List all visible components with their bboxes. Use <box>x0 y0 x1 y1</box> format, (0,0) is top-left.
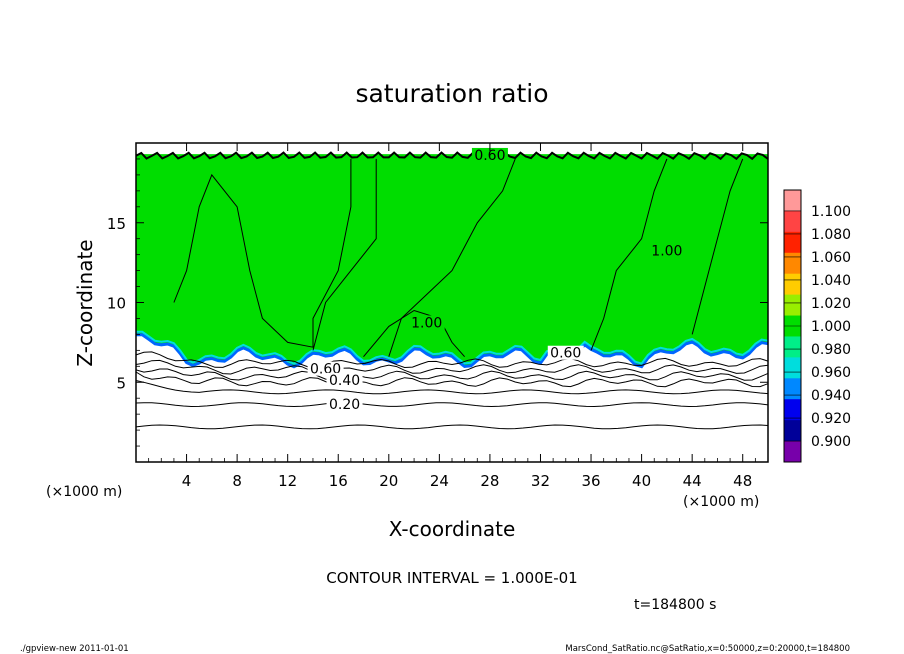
contour-label: 0.60 <box>550 346 581 362</box>
chart-title: saturation ratio <box>355 79 548 108</box>
colorbar-label: 1.000 <box>811 319 851 335</box>
contour-line <box>135 351 769 369</box>
contour-label: 0.20 <box>329 397 360 413</box>
x-tick-label-6: 28 <box>480 472 499 490</box>
colorbar-label: 1.040 <box>811 273 851 289</box>
x-tick-label-11: 48 <box>733 472 752 490</box>
contour-label: 1.00 <box>411 315 442 331</box>
contour-label-bg <box>648 243 685 258</box>
x-axis-title: X-coordinate <box>389 517 516 541</box>
x-tick-label-4: 20 <box>379 472 398 490</box>
colorbar-swatch <box>784 399 801 421</box>
contour-line-inner <box>173 158 352 348</box>
colorbar-swatch <box>784 273 801 296</box>
contour-line <box>135 424 769 430</box>
contour-line-inner <box>691 158 744 335</box>
contour-label-bg <box>326 372 363 387</box>
contour-line-inner <box>363 309 465 358</box>
footer-left: ./gpview-new 2011-01-01 <box>20 644 129 654</box>
contour-label: 0.60 <box>474 148 505 164</box>
colorbar-swatch <box>784 357 801 379</box>
contour-label-bg <box>307 361 344 376</box>
undersaturated-fringe <box>136 333 769 369</box>
colorbar-swatch <box>784 378 801 400</box>
contour-label-bg <box>326 396 363 411</box>
x-tick-label-7: 32 <box>531 472 550 490</box>
x-tick-label-10: 44 <box>683 472 702 490</box>
colorbar-swatch <box>784 190 801 212</box>
contour-label-bg <box>408 315 445 330</box>
y-tick-label-0: 5 <box>116 374 126 392</box>
contour-label: 0.40 <box>329 373 360 389</box>
contour-lines <box>135 151 769 430</box>
x-tick-label-2: 12 <box>278 472 297 490</box>
contour-line <box>135 359 769 375</box>
contour-labels: 0.600.400.200.601.000.601.00 <box>307 147 685 413</box>
contour-label: 1.00 <box>651 244 682 260</box>
colorbar-label: 0.900 <box>811 434 851 450</box>
x-unit-label: (×1000 m) <box>683 494 759 510</box>
contour-label-bg <box>471 147 508 162</box>
footer-right: MarsCond_SatRatio.nc@SatRatio,x=0:50000,… <box>565 644 850 654</box>
x-tick-label-8: 36 <box>581 472 600 490</box>
saturated-region <box>136 154 768 368</box>
colorbar-label: 0.980 <box>811 342 851 358</box>
y-tick-label-2: 15 <box>107 215 126 233</box>
x-tick-label-9: 40 <box>632 472 651 490</box>
colorbar-swatch <box>784 420 801 442</box>
colorbar-label: 1.100 <box>811 204 851 220</box>
contour-label-bg <box>547 345 584 360</box>
x-tick-label-0: 4 <box>182 472 192 490</box>
contour-line <box>135 380 769 395</box>
contour-line <box>135 368 769 381</box>
x-axis: 4 8 12 16 20 24 28 32 36 40 44 48 <box>148 143 756 490</box>
colorbar-label: 1.080 <box>811 227 851 243</box>
time-label: t=184800 s <box>634 597 716 613</box>
cyan-fringe <box>136 330 769 365</box>
contour-line <box>135 371 769 388</box>
colorbar-swatch <box>784 294 801 317</box>
colorbar-label: 1.020 <box>811 296 851 312</box>
colorbar-swatch <box>784 252 801 275</box>
y-axis: 5 10 15 <box>107 158 768 447</box>
colorbar-swatch <box>784 231 801 254</box>
x-tick-label-1: 8 <box>232 472 242 490</box>
colorbar-label: 0.920 <box>811 411 851 427</box>
contour-line <box>135 402 769 408</box>
colorbar-swatch <box>784 210 801 233</box>
colorbar-label: 0.960 <box>811 365 851 381</box>
colorbar: 1.100 1.080 1.060 1.040 1.020 1.000 0.980 0.960… <box>783 189 851 463</box>
colorbar-swatch <box>784 441 801 463</box>
y-unit-label: (×1000 m) <box>46 484 122 500</box>
plot-area: 0.600.400.200.601.000.601.00 <box>135 142 769 463</box>
contour-line-inner <box>590 158 668 351</box>
contour-interval-text: CONTOUR INTERVAL = 1.000E-01 <box>326 569 577 587</box>
y-tick-label-1: 10 <box>107 295 126 313</box>
colorbar-label: 1.060 <box>811 250 851 266</box>
contour-line-inner <box>312 158 377 351</box>
y-axis-title: Z-coordinate <box>73 239 97 366</box>
colorbar-label: 0.940 <box>811 388 851 404</box>
contour-line-top <box>135 151 769 161</box>
x-tick-label-5: 24 <box>430 472 449 490</box>
colorbar-swatch <box>784 336 801 358</box>
x-tick-label-3: 16 <box>329 472 348 490</box>
